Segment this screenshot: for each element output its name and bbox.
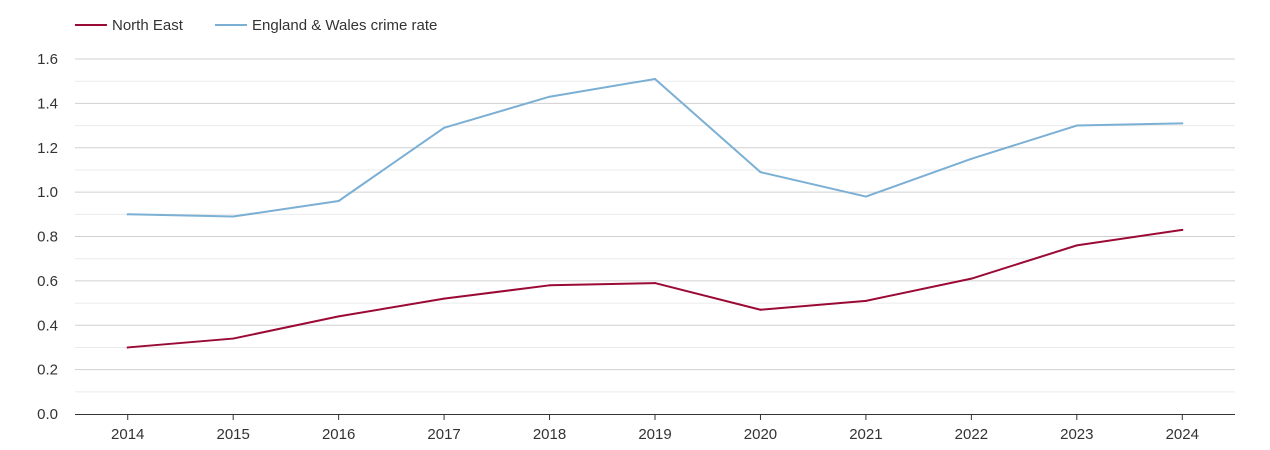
data-point-north-east: [337, 315, 340, 318]
data-point-england-wales: [759, 171, 762, 174]
data-point-england-wales: [443, 126, 446, 129]
x-tick-label: 2016: [322, 426, 355, 443]
x-tick-label: 2020: [744, 426, 777, 443]
legend-item-england-wales[interactable]: England & Wales crime rate: [215, 17, 437, 34]
data-point-england-wales: [548, 95, 551, 98]
y-tick-label: 0.0: [37, 406, 58, 423]
legend: North East England & Wales crime rate: [75, 17, 437, 34]
data-point-england-wales: [337, 200, 340, 202]
x-tick-label: 2017: [427, 426, 460, 443]
data-point-north-east: [970, 277, 973, 280]
data-point-north-east: [654, 282, 656, 285]
data-point-north-east: [126, 346, 129, 349]
series-line-north-east: [126, 228, 1184, 349]
x-axis: 2014 2015 2016 2017 2018 2019 2020 2021 2022 2023…: [75, 414, 1235, 443]
data-point-england-wales: [1181, 122, 1184, 125]
x-tick-label: 2015: [216, 426, 249, 443]
series-lines: [126, 77, 1184, 349]
data-point-england-wales: [232, 215, 235, 218]
data-point-north-east: [232, 337, 235, 340]
x-tick-label: 2014: [111, 426, 144, 443]
y-tick-label: 1.2: [37, 140, 58, 157]
data-point-england-wales: [1075, 124, 1078, 127]
y-tick-label: 1.0: [37, 184, 58, 201]
x-tick-label: 2022: [955, 426, 988, 443]
data-point-england-wales: [654, 77, 656, 80]
data-point-england-wales: [864, 195, 867, 198]
x-tick-label: 2021: [849, 426, 882, 443]
x-tick-label: 2023: [1060, 426, 1093, 443]
x-tick-label: 2024: [1166, 426, 1199, 443]
data-point-england-wales: [126, 213, 129, 216]
x-tick-label: 2019: [638, 426, 671, 443]
y-tick-label: 0.2: [37, 362, 58, 379]
y-tick-label: 1.6: [37, 51, 58, 68]
data-point-north-east: [1181, 228, 1184, 231]
x-tick-label: 2018: [533, 426, 566, 443]
data-point-england-wales: [970, 157, 973, 160]
data-point-north-east: [759, 308, 762, 311]
y-tick-label: 0.6: [37, 273, 58, 290]
legend-label-north-east: North East: [112, 17, 184, 34]
y-tick-label: 0.4: [37, 317, 58, 334]
y-tick-label: 1.4: [37, 95, 58, 112]
data-point-north-east: [548, 284, 551, 287]
y-axis: 0.0 0.2 0.4 0.6 0.8 1.0 1.2 1.4 1.6: [37, 51, 58, 423]
data-point-north-east: [1075, 244, 1078, 247]
data-point-north-east: [443, 297, 446, 300]
gridlines: [75, 58, 1235, 393]
data-point-north-east: [864, 299, 867, 302]
y-tick-label: 0.8: [37, 229, 58, 246]
legend-item-north-east[interactable]: North East: [75, 17, 184, 34]
legend-label-england-wales: England & Wales crime rate: [252, 17, 437, 34]
